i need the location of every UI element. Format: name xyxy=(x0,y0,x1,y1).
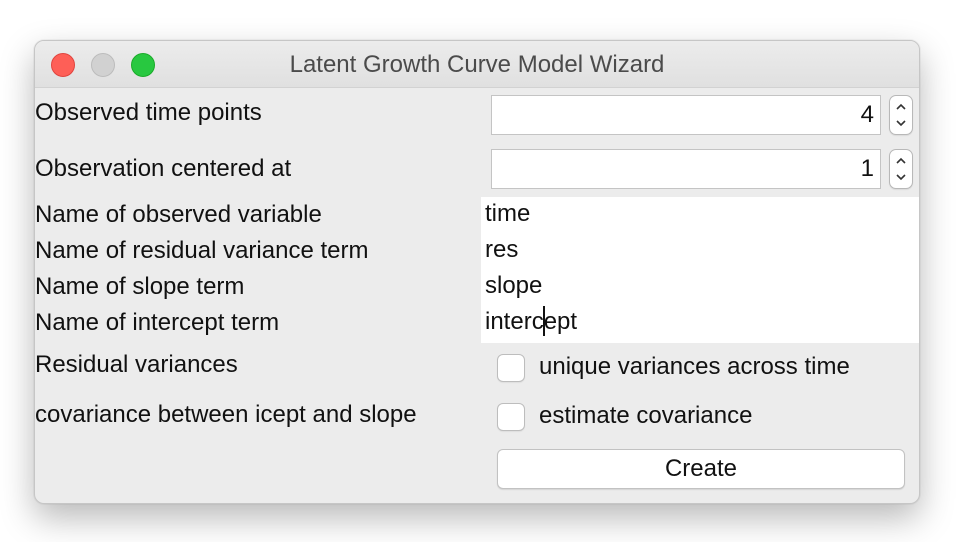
time-points-input[interactable] xyxy=(492,96,880,134)
unique-variances-checkbox[interactable] xyxy=(497,354,525,382)
covariance-label: covariance between icept and slope xyxy=(35,401,417,428)
intercept-term-label: Name of intercept term xyxy=(35,309,280,336)
time-points-label: Observed time points xyxy=(35,99,262,126)
centered-at-input[interactable] xyxy=(492,150,880,188)
wizard-window: Latent Growth Curve Model Wizard Observe… xyxy=(34,40,920,504)
centered-at-field[interactable] xyxy=(491,149,881,189)
estimate-covariance-checkbox[interactable] xyxy=(497,403,525,431)
intercept-term-input[interactable] xyxy=(485,305,915,339)
slope-term-input[interactable] xyxy=(485,269,915,303)
centered-at-increment-button[interactable] xyxy=(890,150,912,169)
centered-at-decrement-button[interactable] xyxy=(890,169,912,188)
time-points-decrement-button[interactable] xyxy=(890,115,912,134)
title-bar[interactable]: Latent Growth Curve Model Wizard xyxy=(35,41,919,88)
observed-variable-input[interactable] xyxy=(485,197,915,231)
time-points-increment-button[interactable] xyxy=(890,96,912,115)
slope-term-label: Name of slope term xyxy=(35,273,245,300)
name-fields-panel xyxy=(481,197,919,343)
zoom-window-button[interactable] xyxy=(131,53,155,77)
close-window-button[interactable] xyxy=(51,53,75,77)
chevron-down-icon xyxy=(896,174,906,181)
time-points-stepper[interactable] xyxy=(889,95,913,135)
centered-at-stepper[interactable] xyxy=(889,149,913,189)
residual-variances-label: Residual variances xyxy=(35,351,238,378)
estimate-covariance-label[interactable]: estimate covariance xyxy=(539,402,753,429)
observed-variable-label: Name of observed variable xyxy=(35,201,322,228)
window-title: Latent Growth Curve Model Wizard xyxy=(289,51,665,78)
unique-variances-label[interactable]: unique variances across time xyxy=(539,353,850,380)
minimize-window-button[interactable] xyxy=(91,53,115,77)
chevron-up-icon xyxy=(896,157,906,164)
time-points-field[interactable] xyxy=(491,95,881,135)
centered-at-label: Observation centered at xyxy=(35,155,292,182)
chevron-up-icon xyxy=(896,103,906,110)
residual-term-input[interactable] xyxy=(485,233,915,267)
create-button[interactable]: Create xyxy=(497,449,905,489)
residual-term-label: Name of residual variance term xyxy=(35,237,369,264)
chevron-down-icon xyxy=(896,120,906,127)
text-caret xyxy=(543,306,545,336)
